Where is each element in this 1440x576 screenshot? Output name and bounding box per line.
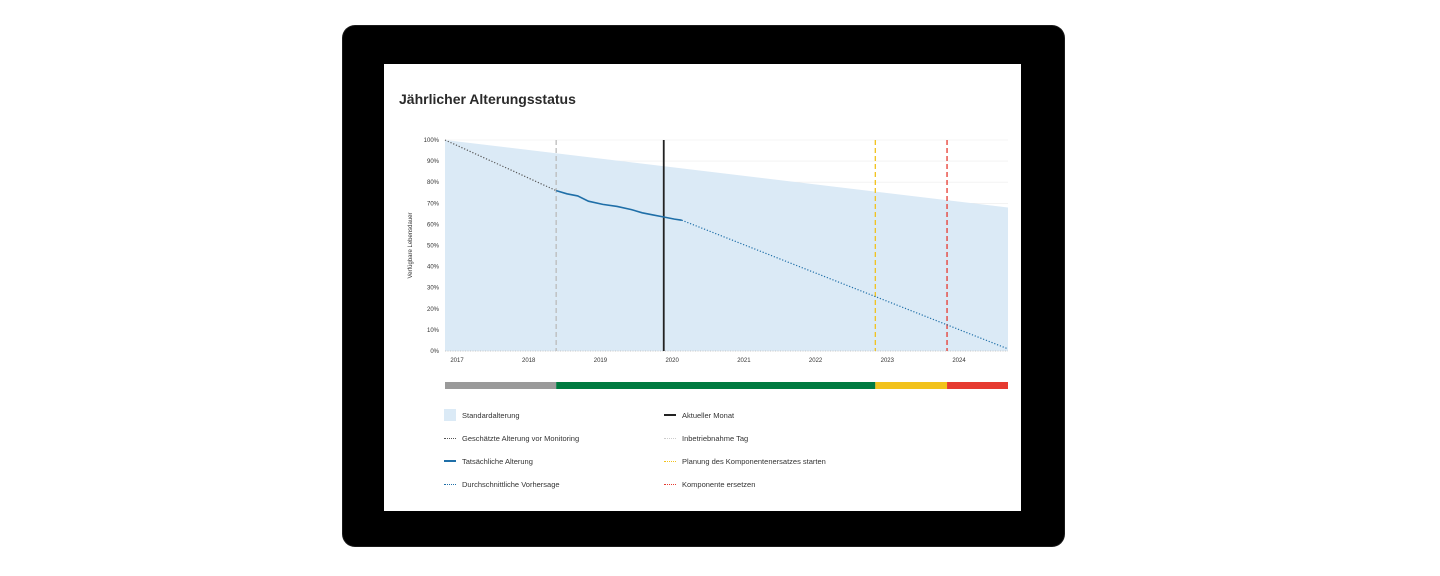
status-bar-segment-3 (947, 382, 1008, 389)
legend-label: Durchschnittliche Vorhersage (462, 479, 560, 489)
y-tick-label: 50% (427, 244, 440, 250)
legend-swatch-line (444, 460, 456, 462)
legend-label: Planung des Komponentenersatzes starten (682, 456, 826, 466)
y-tick-label: 60% (427, 222, 440, 228)
legend-swatch-area (444, 409, 456, 421)
y-tick-label: 40% (427, 265, 440, 271)
x-tick-label: 2023 (881, 358, 895, 364)
legend-label: Tatsächliche Alterung (462, 456, 533, 466)
legend-label: Aktueller Monat (682, 410, 735, 420)
status-bar-segment-2 (875, 382, 948, 389)
x-tick-label: 2020 (665, 358, 679, 364)
y-tick-label: 10% (427, 328, 440, 334)
y-tick-label: 20% (427, 307, 440, 313)
legend-swatch-line (664, 414, 676, 416)
y-axis-label: Verfügbare Lebensdauer (408, 212, 414, 278)
legend-swatch-line (664, 437, 676, 439)
status-bar-segment-1 (556, 382, 876, 389)
chart-title: Jährlicher Alterungsstatus (399, 91, 576, 107)
legend-label: Inbetriebnahme Tag (682, 433, 749, 443)
tablet-screen: Jährlicher Alterungsstatus 0% 10% 20% 30% 40… (384, 64, 1021, 511)
x-tick-label: 2019 (594, 358, 608, 364)
y-tick-label: 0% (430, 349, 439, 355)
legend-swatch-line (444, 437, 456, 439)
aging-chart: 0% 10% 20% 30% 40% 50% 60% 70% 80% 90% 100% 2017 201… (408, 138, 1009, 389)
y-tick-label: 80% (427, 180, 440, 186)
legend-item: Tatsächliche Alterung (444, 454, 533, 468)
tablet-frame: Jährlicher Alterungsstatus 0% 10% 20% 30% 40… (343, 26, 1064, 546)
legend-swatch-line (444, 483, 456, 485)
legend-item: Planung des Komponentenersatzes starten (664, 454, 826, 468)
legend-item: Durchschnittliche Vorhersage (444, 477, 560, 491)
legend-item: Geschätzte Alterung vor Monitoring (444, 431, 579, 445)
x-tick-label: 2017 (450, 358, 464, 364)
y-tick-label: 90% (427, 159, 440, 165)
legend-label: Geschätzte Alterung vor Monitoring (462, 433, 580, 443)
area-standard-aging (445, 140, 1008, 351)
legend-swatch-line (664, 460, 676, 462)
y-tick-label: 100% (424, 138, 440, 144)
series-gesch-tzte-alterung-vor-monitoring (444, 139, 557, 192)
series-tats-chliche-alterung (555, 189, 682, 221)
legend-item: Aktueller Monat (664, 408, 734, 422)
status-bar-segment-0 (445, 382, 557, 389)
x-tick-label: 2024 (952, 358, 966, 364)
legend-item: Standardalterung (444, 408, 520, 422)
y-tick-label: 70% (427, 201, 440, 207)
x-tick-label: 2021 (737, 358, 751, 364)
legend-item: Komponente ersetzen (664, 477, 755, 491)
chart-legend: Standardalterung Geschätzte Alterung vor … (444, 408, 964, 508)
legend-label: Komponente ersetzen (682, 479, 756, 489)
y-tick-label: 30% (427, 286, 440, 292)
x-tick-label: 2022 (809, 358, 823, 364)
legend-item: Inbetriebnahme Tag (664, 431, 748, 445)
legend-label: Standardalterung (462, 410, 520, 420)
x-tick-label: 2018 (522, 358, 536, 364)
legend-swatch-line (664, 483, 676, 485)
